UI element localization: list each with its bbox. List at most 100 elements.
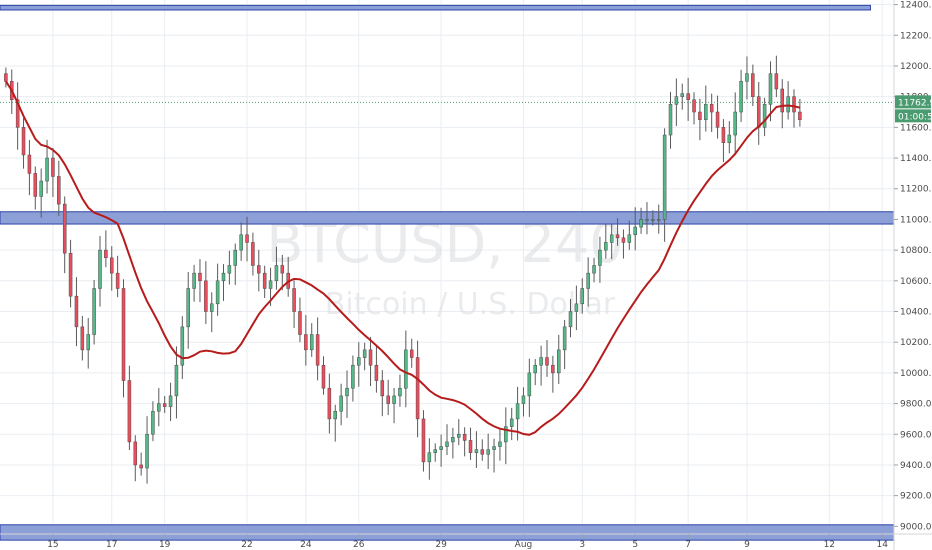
- candle-body: [568, 311, 573, 328]
- candle-body: [498, 441, 502, 447]
- time-tick-label: 24: [300, 540, 312, 550]
- candle-body: [427, 452, 432, 463]
- price-tick-label: 11600.00: [900, 123, 932, 133]
- candle-body: [204, 280, 208, 312]
- candle-body: [127, 380, 132, 443]
- candle-body: [545, 357, 549, 366]
- candle-body: [162, 403, 167, 407]
- candle-body: [57, 176, 61, 205]
- candle-body: [104, 249, 108, 259]
- candle-body: [186, 288, 190, 328]
- candle-body: [221, 272, 226, 282]
- time-tick-label: 5: [632, 540, 638, 550]
- candle-body: [480, 449, 485, 455]
- price-tick-label: 12000.00: [900, 62, 932, 72]
- candle-body: [321, 364, 326, 389]
- countdown-badge: [895, 109, 931, 123]
- candle-body: [115, 272, 120, 289]
- time-tick-label: 12: [824, 540, 835, 550]
- candle-body: [215, 280, 220, 305]
- candle-body: [492, 446, 496, 450]
- candle-body: [74, 295, 79, 328]
- candle-body: [668, 104, 673, 136]
- candle-body: [157, 403, 161, 412]
- price-tick-label: 11400.00: [900, 154, 932, 164]
- candle-body: [609, 234, 614, 243]
- price-tick-label: 9800.00: [900, 400, 932, 410]
- candle-body: [374, 364, 379, 381]
- candle-body: [727, 134, 732, 143]
- candle-body: [762, 104, 767, 128]
- candle-body: [645, 219, 649, 221]
- zone-support-mid[interactable]: [0, 211, 895, 225]
- candle-body: [174, 364, 179, 397]
- candle-body: [586, 272, 590, 289]
- candle-body: [786, 96, 790, 113]
- candle-body: [292, 288, 296, 312]
- price-tick-label: 10600.00: [900, 277, 932, 287]
- time-axis[interactable]: 15 17 19 22 24 26 29 Aug 3 5 7 9 12 14: [0, 533, 932, 550]
- candle-body: [515, 403, 520, 420]
- horizontal-zones: [0, 4, 895, 541]
- candle-body: [745, 73, 749, 82]
- candle-body: [121, 288, 126, 381]
- candle-body: [574, 303, 579, 312]
- watermark-subtitle: Bitcoin / U.S. Dollar: [325, 287, 616, 322]
- candle-body: [756, 96, 761, 128]
- candle-body: [686, 93, 690, 100]
- candle-body: [51, 157, 55, 177]
- price-tick-label: 11200.00: [900, 185, 932, 195]
- candle-body: [639, 219, 643, 228]
- candle-body: [345, 387, 349, 397]
- candle-body: [139, 464, 143, 469]
- candle-body: [110, 257, 114, 274]
- candle-body: [27, 154, 32, 174]
- candle-body: [92, 288, 96, 335]
- candle-body: [704, 104, 708, 120]
- zone-resistance-top[interactable]: [0, 4, 871, 11]
- candle-body: [304, 334, 308, 351]
- time-tick-label: 3: [579, 540, 585, 550]
- candle-body: [45, 157, 49, 182]
- candle-body: [333, 410, 337, 420]
- price-tick-label: 10000.00: [900, 369, 932, 379]
- candle-body: [327, 387, 332, 420]
- candle-body: [715, 111, 720, 128]
- candle-body: [268, 280, 273, 289]
- time-tick-label: 15: [47, 540, 58, 550]
- candle-body: [4, 73, 8, 82]
- candle-body: [362, 349, 367, 358]
- price-tick-label: 12400.00: [900, 1, 932, 11]
- candle-body: [733, 111, 737, 136]
- candle-body: [662, 134, 667, 220]
- price-axis[interactable]: 9000.00 9200.00 9400.00 9600.00 9800.00 10000…: [893, 0, 932, 550]
- candle-body: [404, 349, 408, 389]
- price-tick-label: 10800.00: [900, 246, 932, 256]
- candle-body: [262, 272, 267, 289]
- candle-body: [674, 96, 679, 105]
- candle-body: [633, 226, 637, 236]
- candle-body: [509, 418, 514, 427]
- candle-body: [562, 326, 567, 351]
- price-tick-label: 10400.00: [900, 308, 932, 318]
- time-tick-label: 17: [106, 540, 117, 550]
- candle-body: [398, 387, 402, 397]
- candle-body: [656, 219, 661, 221]
- candle-body: [209, 303, 214, 312]
- candle-body: [651, 219, 655, 221]
- price-tick-label: 9000.00: [900, 522, 932, 532]
- zone-support-bottom[interactable]: [0, 524, 895, 541]
- candle-body: [368, 349, 373, 366]
- candle-body: [680, 93, 685, 97]
- candle-body: [274, 265, 279, 282]
- candle-body: [415, 357, 420, 420]
- time-tick-label: 29: [435, 540, 447, 550]
- candle-body: [351, 364, 355, 389]
- candle-body: [533, 364, 537, 374]
- candle-body: [698, 111, 702, 120]
- candle-body: [309, 334, 314, 351]
- candle-body: [486, 449, 490, 455]
- candle-body: [627, 234, 632, 243]
- candle-body: [621, 237, 626, 243]
